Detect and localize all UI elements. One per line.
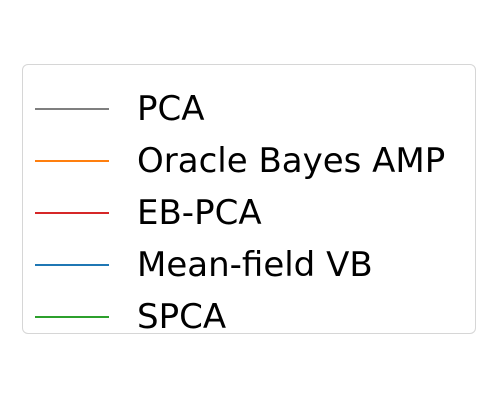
legend-label-eb-pca: EB-PCA	[137, 193, 262, 233]
legend-line-oracle-bayes-amp	[35, 160, 109, 162]
legend-line-spca	[35, 316, 109, 318]
legend-entry-eb-pca: EB-PCA	[23, 185, 475, 237]
legend-label-oracle-bayes-amp: Oracle Bayes AMP	[137, 141, 446, 181]
legend-label-mean-field-vb: Mean-field VB	[137, 245, 373, 285]
legend-entry-mean-field-vb: Mean-field VB	[23, 237, 475, 289]
legend-entry-oracle-bayes-amp: Oracle Bayes AMP	[23, 133, 475, 185]
legend-entry-spca: SPCA	[23, 289, 475, 341]
legend: PCA Oracle Bayes AMP EB-PCA Mean-field V…	[22, 64, 476, 337]
legend-line-mean-field-vb	[35, 264, 109, 266]
legend-label-pca: PCA	[137, 89, 205, 129]
legend-line-eb-pca	[35, 212, 109, 214]
legend-label-spca: SPCA	[137, 297, 227, 337]
legend-line-pca	[35, 108, 109, 110]
legend-entry-pca: PCA	[23, 81, 475, 133]
